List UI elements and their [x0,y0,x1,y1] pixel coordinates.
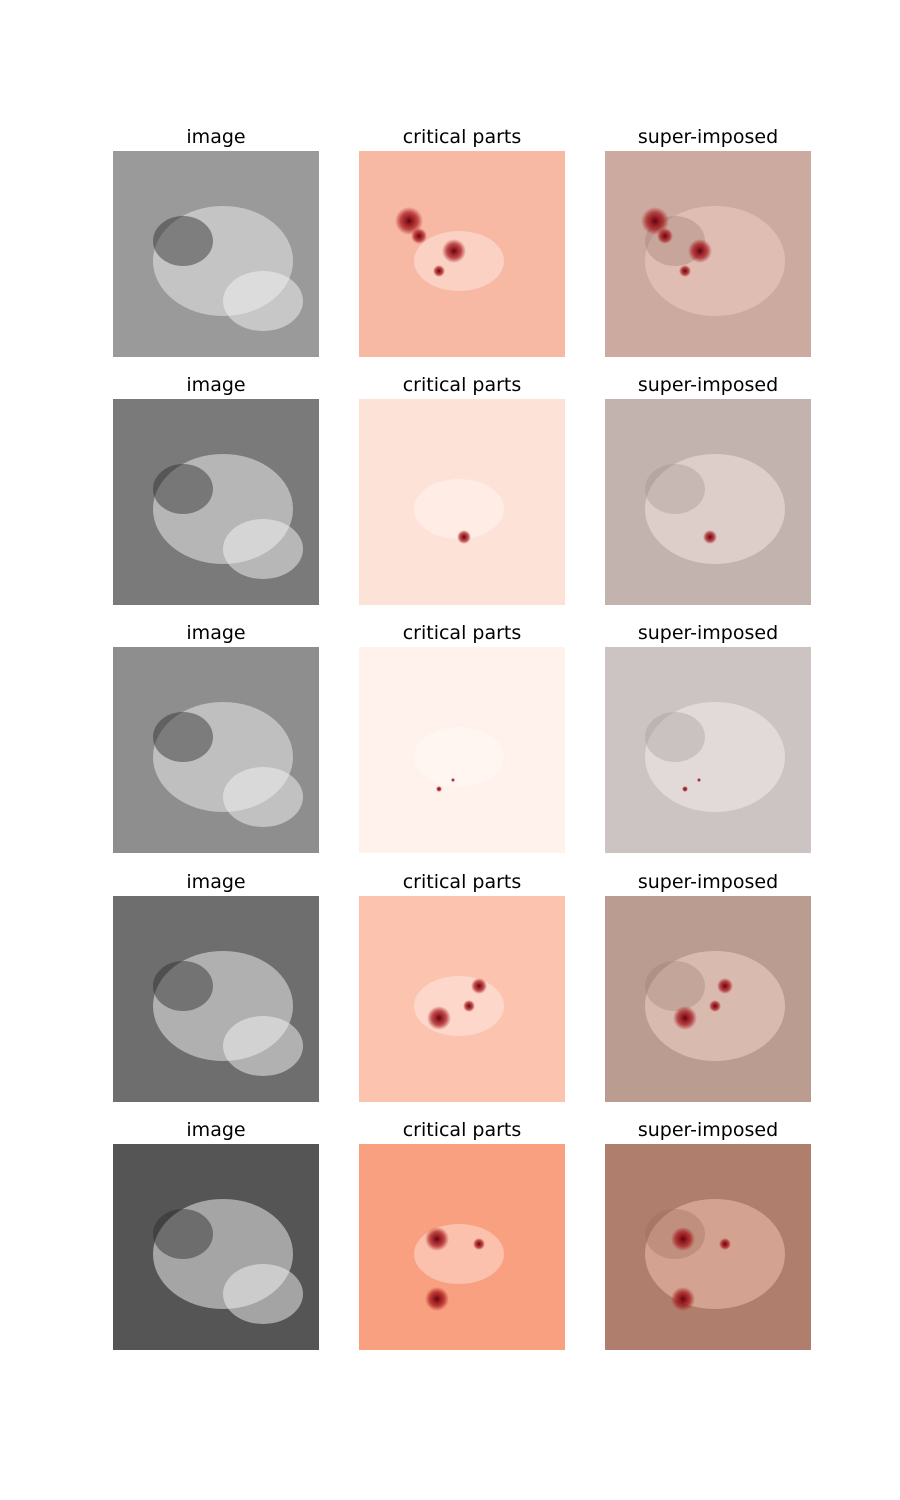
super-imposed-title: super-imposed [637,126,779,148]
critical-parts-panel [359,896,565,1102]
super-imposed-panel [605,896,811,1102]
critical-parts-title: critical parts [402,1119,522,1141]
image-panel [113,896,319,1102]
critical-parts-panel [359,151,565,357]
super-imposed-panel [605,1144,811,1350]
critical-parts-title: critical parts [402,374,522,396]
image-panel [113,647,319,853]
critical-parts-title: critical parts [402,871,522,893]
critical-parts-panel [359,399,565,605]
image-title: image [186,126,246,148]
super-imposed-title: super-imposed [637,871,779,893]
critical-parts-title: critical parts [402,622,522,644]
super-imposed-panel [605,399,811,605]
image-title: image [186,622,246,644]
super-imposed-title: super-imposed [637,1119,779,1141]
image-panel [113,1144,319,1350]
critical-parts-panel [359,647,565,853]
image-title: image [186,1119,246,1141]
image-panel [113,151,319,357]
super-imposed-panel [605,151,811,357]
super-imposed-panel [605,647,811,853]
image-title: image [186,871,246,893]
super-imposed-title: super-imposed [637,622,779,644]
image-panel [113,399,319,605]
super-imposed-title: super-imposed [637,374,779,396]
critical-parts-panel [359,1144,565,1350]
image-title: image [186,374,246,396]
critical-parts-title: critical parts [402,126,522,148]
